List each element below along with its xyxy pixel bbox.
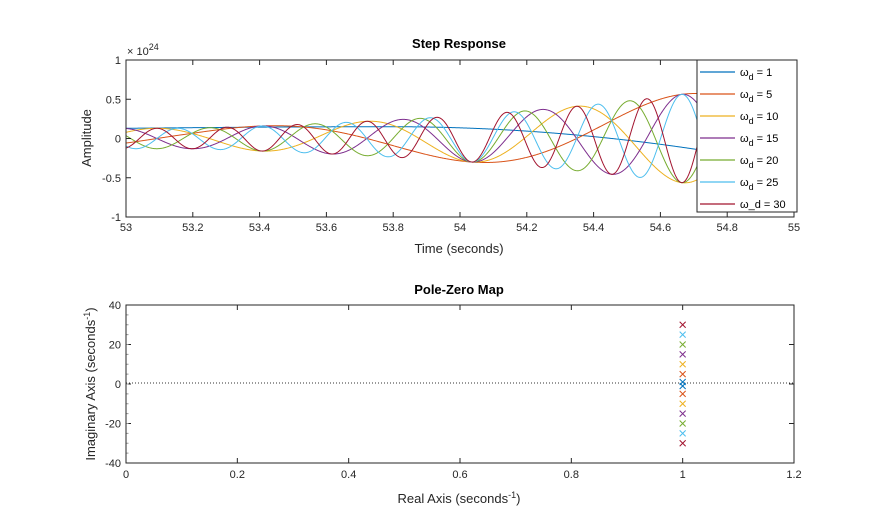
legend-entry-tail: = 20 — [754, 155, 779, 167]
step-y-tick-label: 0 — [115, 134, 121, 146]
step-x-tick-label: 53 — [120, 222, 132, 234]
legend-entry-name: ω — [740, 177, 749, 189]
pole-marker-5 — [679, 400, 687, 408]
pole-marker-2 — [679, 370, 687, 378]
legend-entry-1: ωd = 5 — [740, 89, 772, 104]
step-y-tick-label: -1 — [111, 212, 121, 224]
pz-x-tick-label: 1 — [680, 469, 686, 481]
legend-entry-name: ω — [740, 133, 749, 145]
y-exponent-base: × 10 — [127, 46, 149, 58]
pz-y-tick-label: -20 — [105, 419, 121, 431]
pz-x-tick-label: 0 — [123, 469, 129, 481]
pole-marker-12 — [679, 321, 687, 329]
pole-marker-11 — [679, 430, 687, 437]
legend-entry-sub: d — [749, 160, 754, 170]
pole-marker-3 — [679, 390, 687, 398]
pole-marker-13 — [679, 439, 687, 447]
step-response-title: Step Response — [412, 36, 506, 51]
pole-marker-8 — [679, 341, 687, 348]
legend-entry-sub: d — [749, 116, 754, 126]
pz-y-tick-label: 40 — [109, 300, 121, 312]
pz-y-label: Imaginary Axis (seconds-1) — [82, 307, 98, 460]
step-y-tick-label: 1 — [115, 55, 121, 67]
step-x-tick-label: 54.4 — [583, 222, 604, 234]
step-x-tick-label: 54.6 — [650, 222, 671, 234]
pole-zero-axes: 0 0.2 0.4 0.6 0.8 1 1.2 40 20 0 -20 -40 Pole-Zero M… — [82, 282, 802, 506]
step-series-line-6 — [126, 77, 794, 194]
pz-x-label-end: ) — [516, 491, 520, 506]
legend-entry-tail: = 5 — [754, 89, 773, 101]
step-x-tick-label: 55 — [788, 222, 800, 234]
legend-entry-name: ω — [740, 155, 749, 167]
legend-entry-sub: d — [749, 94, 754, 104]
pole-marker-9 — [679, 420, 687, 427]
pole-marker-4 — [679, 360, 687, 368]
step-x-tick-label: 53.6 — [316, 222, 337, 234]
legend-entry-name: ω — [740, 111, 749, 123]
step-response-axes: 53 53.2 53.4 53.6 53.8 54 54.2 54.4 54.6 54.8 55 1 0… — [79, 36, 800, 256]
legend-entry-2: ωd = 10 — [740, 111, 778, 126]
legend-entry-sub: d — [749, 138, 754, 148]
legend-entry-tail: = 1 — [754, 67, 773, 79]
legend-entry-5: ωd = 25 — [740, 177, 778, 192]
pz-y-label-text: Imaginary Axis (seconds — [83, 319, 98, 460]
step-plot-area — [126, 60, 794, 217]
pz-x-tick-label: 0.4 — [341, 469, 356, 481]
step-y-tick-label: -0.5 — [102, 173, 121, 185]
pz-x-label: Real Axis (seconds-1) — [398, 490, 521, 506]
step-x-tick-label: 53.4 — [249, 222, 270, 234]
pole-marker-10 — [679, 331, 687, 338]
legend-box — [696, 59, 798, 213]
step-x-tick-label: 54.8 — [716, 222, 737, 234]
step-x-tick-label: 54 — [454, 222, 466, 234]
pz-y-label-end: ) — [83, 307, 98, 311]
pz-y-label-sup: -1 — [82, 312, 92, 320]
legend-entry-name: ω_d = 30 — [740, 199, 786, 211]
legend-entry-sub: d — [749, 182, 754, 192]
pz-y-tick-label: -40 — [105, 458, 121, 470]
legend-entry-3: ωd = 15 — [740, 133, 778, 148]
y-exponent-power: 24 — [149, 42, 159, 52]
legend-entry-tail: = 10 — [754, 111, 779, 123]
legend-entry-0: ωd = 1 — [740, 67, 772, 82]
pole-zero-title: Pole-Zero Map — [414, 282, 504, 297]
pole-marker-7 — [679, 410, 687, 417]
legend-entry-6: ω_d = 30 — [740, 199, 786, 211]
legend-entry-name: ω — [740, 89, 749, 101]
pz-x-tick-label: 0.2 — [230, 469, 245, 481]
pole-marker-6 — [679, 351, 687, 358]
pole-marker-1 — [679, 382, 687, 390]
step-y-tick-label: 0.5 — [106, 94, 121, 106]
legend-entry-4: ωd = 20 — [740, 155, 778, 170]
legend-entry-tail: = 15 — [754, 133, 779, 145]
step-x-tick-label: 53.8 — [382, 222, 403, 234]
pz-x-label-text: Real Axis (seconds — [398, 491, 509, 506]
pz-y-tick-label: 20 — [109, 340, 121, 352]
pz-x-tick-label: 0.8 — [564, 469, 579, 481]
pz-x-tick-label: 0.6 — [452, 469, 467, 481]
pz-plot-area — [126, 305, 794, 463]
step-y-label: Amplitude — [79, 109, 94, 167]
pz-plot-frame — [125, 304, 795, 464]
legend-entry-sub: d — [749, 72, 754, 82]
step-x-label: Time (seconds) — [414, 241, 503, 256]
y-exponent-label: × 1024 — [127, 42, 159, 58]
legend-entry-tail: = 25 — [754, 177, 779, 189]
pz-y-tick-label: 0 — [115, 379, 121, 391]
pz-x-tick-label: 1.2 — [786, 469, 801, 481]
step-series-line-5 — [126, 81, 794, 190]
step-x-tick-label: 54.2 — [516, 222, 537, 234]
legend-entry-name: ω — [740, 67, 749, 79]
step-x-tick-label: 53.2 — [182, 222, 203, 234]
pz-x-label-sup: -1 — [508, 490, 516, 500]
